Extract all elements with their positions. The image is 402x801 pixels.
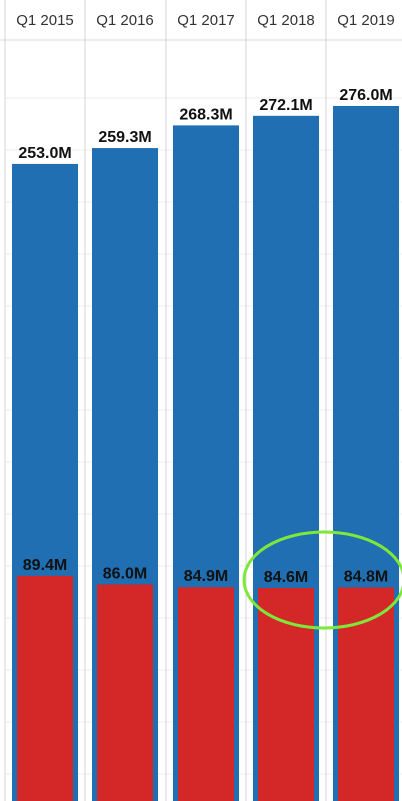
bar-series-2 xyxy=(178,587,234,801)
data-label-series-2: 89.4M xyxy=(23,557,67,574)
bar-series-2 xyxy=(258,587,314,801)
data-label-series-2: 84.9M xyxy=(184,568,228,585)
data-labels: 253.0M 259.3M 268.3M 272.1M 276.0M 89.4M 86.0M… xyxy=(18,87,392,586)
data-label-series-2: 84.6M xyxy=(264,569,308,586)
bar-series-2 xyxy=(17,575,73,801)
data-label-series-1: 253.0M xyxy=(18,145,71,162)
category-label: Q1 2018 xyxy=(257,12,315,29)
bar-series-2 xyxy=(97,584,153,801)
category-label: Q1 2017 xyxy=(177,12,235,29)
category-label: Q1 2016 xyxy=(96,12,154,29)
column-headers: Q1 2015 Q1 2016 Q1 2017 Q1 2018 Q1 2019 xyxy=(16,12,395,29)
annotation-layer xyxy=(242,530,402,630)
bars-layer xyxy=(12,106,399,801)
category-label: Q1 2019 xyxy=(337,12,395,29)
data-label-series-1: 259.3M xyxy=(98,129,151,146)
bar-series-2 xyxy=(338,587,394,801)
highlight-ellipse xyxy=(242,530,402,630)
data-label-series-1: 272.1M xyxy=(259,97,312,114)
data-label-series-1: 268.3M xyxy=(179,106,232,123)
data-label-series-2: 86.0M xyxy=(103,565,147,582)
category-label: Q1 2015 xyxy=(16,12,74,29)
data-label-series-1: 276.0M xyxy=(339,87,392,104)
data-label-series-2: 84.8M xyxy=(344,568,388,585)
